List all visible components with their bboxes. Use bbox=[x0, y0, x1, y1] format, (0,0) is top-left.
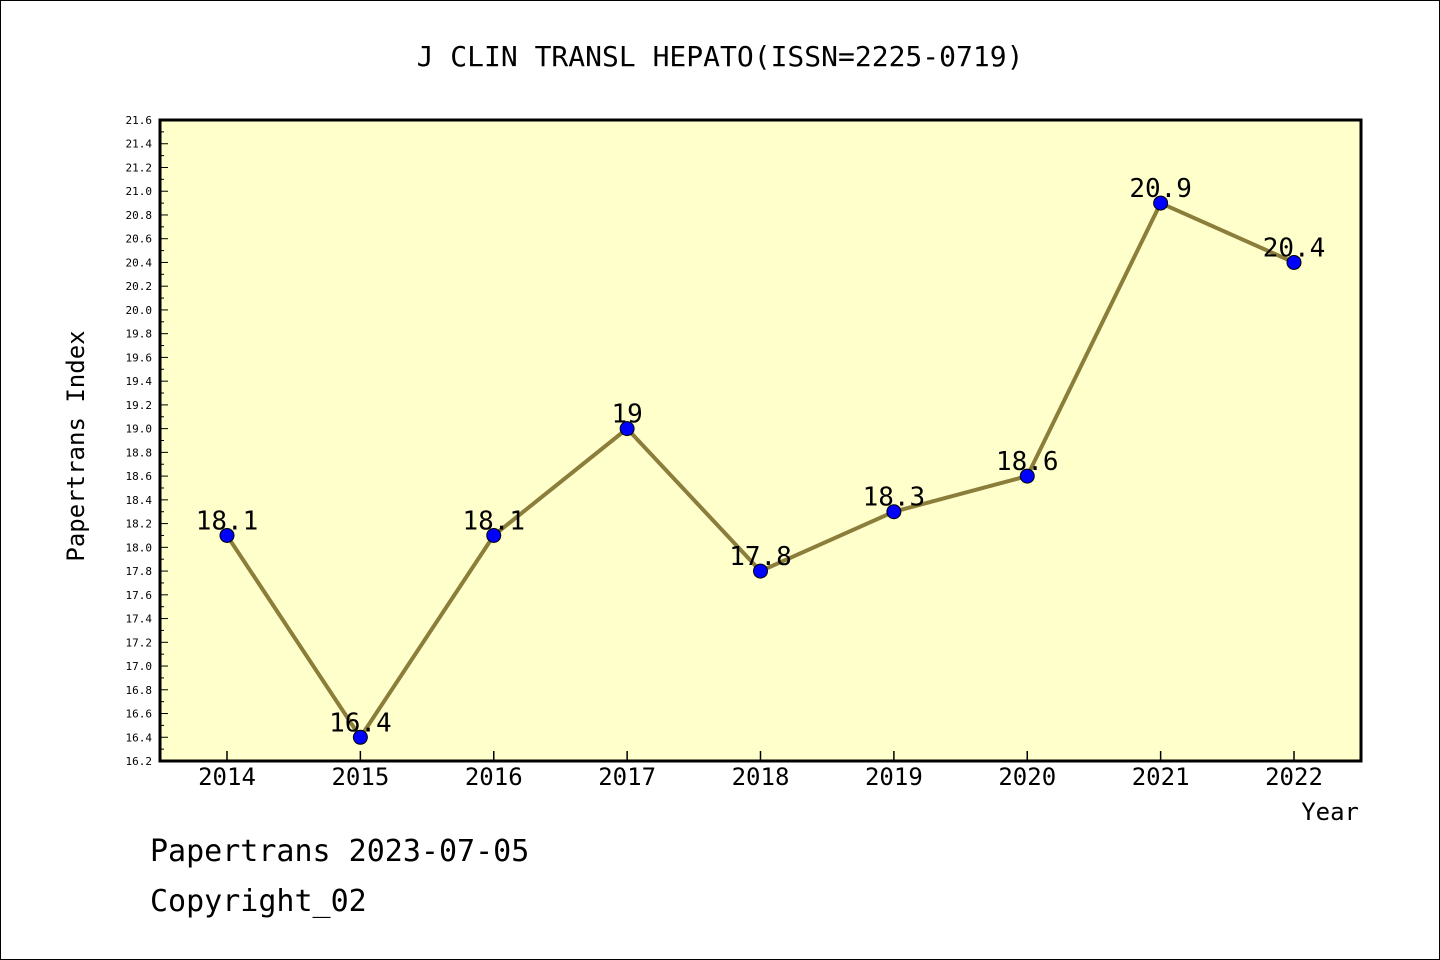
y-tick-label: 16.6 bbox=[126, 708, 153, 721]
y-tick-label: 18.6 bbox=[126, 470, 153, 483]
y-tick-label: 20.4 bbox=[126, 256, 153, 269]
x-tick-label: 2016 bbox=[465, 763, 523, 791]
data-label: 18.6 bbox=[996, 447, 1059, 477]
data-label: 20.9 bbox=[1129, 174, 1192, 204]
x-tick-label: 2019 bbox=[865, 763, 923, 791]
y-tick-label: 20.6 bbox=[126, 233, 153, 246]
x-tick-label: 2015 bbox=[331, 763, 389, 791]
y-tick-label: 20.8 bbox=[126, 209, 153, 222]
footer-date: Papertrans 2023-07-05 bbox=[150, 834, 530, 869]
data-label: 18.1 bbox=[196, 506, 259, 536]
data-point bbox=[619, 421, 635, 437]
y-axis-label: Papertrans Index bbox=[62, 330, 90, 561]
x-axis-label: Year bbox=[1301, 798, 1359, 826]
data-label: 18.1 bbox=[462, 506, 525, 536]
chart-title: J CLIN TRANSL HEPATO(ISSN=2225-0719) bbox=[417, 40, 1024, 73]
y-tick-label: 16.2 bbox=[126, 755, 153, 768]
x-tick-label: 2017 bbox=[598, 763, 656, 791]
data-point bbox=[886, 504, 902, 520]
x-tick-label: 2018 bbox=[732, 763, 790, 791]
data-markers bbox=[219, 195, 1302, 745]
y-tick-label: 19.6 bbox=[126, 351, 153, 364]
y-tick-label: 16.4 bbox=[126, 731, 153, 744]
y-tick-label: 21.6 bbox=[126, 114, 153, 127]
data-point bbox=[1286, 254, 1302, 270]
data-point bbox=[1153, 195, 1169, 211]
data-point bbox=[219, 527, 235, 543]
y-tick-label: 21.0 bbox=[126, 185, 153, 198]
footer-copyright: Copyright_02 bbox=[150, 884, 367, 919]
data-point bbox=[486, 527, 502, 543]
data-label: 17.8 bbox=[729, 542, 792, 572]
data-label: 18.3 bbox=[863, 483, 926, 513]
y-tick-label: 18.0 bbox=[126, 541, 153, 554]
data-labels: 18.1 16.4 18.1 19 17.8 18.3 18.6 20.9 20.4 bbox=[196, 174, 1326, 738]
data-label: 16.4 bbox=[329, 708, 392, 738]
x-tick-label: 2022 bbox=[1265, 763, 1323, 791]
y-tick-label: 17.8 bbox=[126, 565, 153, 578]
data-label: 19 bbox=[611, 400, 642, 430]
y-tick-label: 21.2 bbox=[126, 161, 153, 174]
y-tick-label: 19.0 bbox=[126, 423, 153, 436]
y-tick-label: 18.4 bbox=[126, 494, 153, 507]
y-axis: 16.2 16.4 16.6 16.8 17.0 17.2 17.4 17.6 17.8 18.0… bbox=[126, 114, 168, 768]
y-tick-label: 20.0 bbox=[126, 304, 153, 317]
x-tick-label: 2014 bbox=[198, 763, 256, 791]
y-tick-label: 21.4 bbox=[126, 138, 153, 151]
y-tick-label: 19.2 bbox=[126, 399, 153, 412]
y-tick-label: 17.2 bbox=[126, 636, 153, 649]
y-tick-label: 17.0 bbox=[126, 660, 153, 673]
y-tick-label: 19.4 bbox=[126, 375, 153, 388]
y-tick-label: 17.4 bbox=[126, 613, 153, 626]
data-point bbox=[1019, 468, 1035, 484]
y-tick-label: 20.2 bbox=[126, 280, 153, 293]
x-tick-label: 2020 bbox=[998, 763, 1056, 791]
x-axis: 2014 2015 2016 2017 2018 2019 2020 2021 2022 bbox=[198, 751, 1323, 791]
data-point bbox=[753, 563, 768, 579]
plot-area bbox=[158, 118, 1363, 763]
x-tick-label: 2021 bbox=[1132, 763, 1190, 791]
y-tick-label: 18.2 bbox=[126, 518, 153, 531]
y-tick-label: 16.8 bbox=[126, 684, 153, 697]
y-tick-label: 17.6 bbox=[126, 589, 153, 602]
y-tick-label: 18.8 bbox=[126, 446, 153, 459]
data-label: 20.4 bbox=[1263, 233, 1326, 263]
y-tick-label: 19.8 bbox=[126, 328, 153, 341]
data-point bbox=[352, 729, 368, 745]
